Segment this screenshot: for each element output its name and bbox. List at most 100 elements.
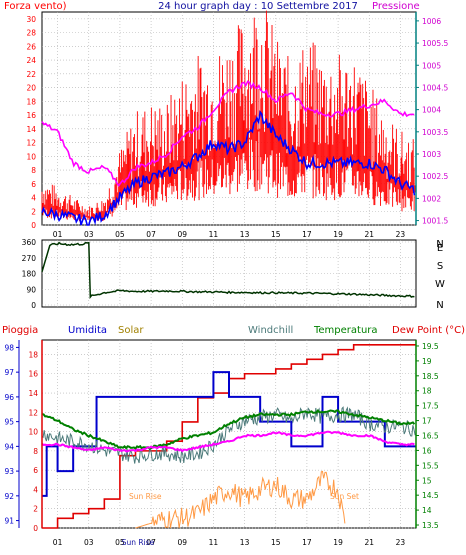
sunrise-axis-label: Sun Rise — [122, 538, 155, 547]
temperature-y-tick: 16 — [422, 446, 432, 455]
humidity-y-tick: 91 — [4, 517, 14, 526]
bottom-x-tick: 09 — [177, 538, 187, 547]
humidity-y-tick: 97 — [4, 368, 14, 377]
direction-panel-marks — [41, 241, 415, 300]
wind-y-tick: 20 — [26, 84, 36, 93]
compass-label: N — [436, 300, 443, 311]
wind-x-tick: 03 — [84, 230, 94, 239]
legend-entry: Pioggia — [2, 325, 38, 336]
direction-panel-grid — [42, 240, 416, 307]
pressure-y-tick: 1006 — [422, 17, 441, 26]
wind-y-tick: 8 — [31, 166, 36, 175]
wind-x-tick: 21 — [364, 230, 374, 239]
wind-y-tick: 2 — [31, 207, 36, 216]
legend-entry: Temperatura — [313, 325, 378, 336]
rain-y-tick: 18 — [28, 350, 38, 359]
wind-axis-label: Forza vento) — [4, 1, 67, 12]
wind-x-tick: 17 — [302, 230, 312, 239]
rain-y-tick: 4 — [33, 485, 38, 494]
wind-y-tick: 6 — [31, 180, 36, 189]
pressure-y-tick: 1004 — [422, 106, 441, 115]
bottom-x-tick: 19 — [333, 538, 343, 547]
wind-y-tick: 18 — [26, 97, 36, 106]
bottom-x-tick: 05 — [115, 538, 125, 547]
temperature-y-tick: 15.5 — [422, 461, 439, 470]
temperature-series-line — [41, 409, 416, 450]
direction-y-tick: 180 — [22, 270, 37, 279]
rain-y-tick: 8 — [33, 447, 38, 456]
wind-y-tick: 22 — [26, 70, 36, 79]
wind-x-tick: 23 — [396, 230, 406, 239]
rain-y-tick: 6 — [33, 466, 38, 475]
pressure-y-tick: 1003.5 — [422, 128, 448, 137]
pressure-y-tick: 1002 — [422, 194, 441, 203]
bottom-x-tick: 07 — [146, 538, 156, 547]
wind-x-tick: 01 — [53, 230, 63, 239]
rain-y-tick: 0 — [33, 524, 38, 533]
gust-series-line — [41, 110, 416, 226]
humidity-panel-frame — [41, 339, 417, 529]
solar-series-line — [135, 470, 346, 529]
legend-entry: Umidita — [68, 325, 107, 336]
temperature-y-tick: 16.5 — [422, 431, 439, 440]
windchill-series-line — [41, 406, 416, 464]
direction-series-line — [41, 241, 415, 300]
wind-x-tick: 13 — [240, 230, 250, 239]
wind-x-tick: 11 — [209, 230, 219, 239]
pressure-y-tick: 1002.5 — [422, 172, 448, 181]
pressure-y-tick: 1003 — [422, 150, 441, 159]
pressure-axis-label: Pressione — [372, 1, 420, 12]
bottom-legend: Pioggia Umidita Solar Windchill Temperatura D… — [2, 325, 465, 336]
humidity-y-tick: 95 — [4, 418, 14, 427]
direction-y-tick: 270 — [22, 254, 37, 263]
wind-y-tick: 10 — [26, 152, 36, 161]
rain-y-tick: 10 — [28, 428, 38, 437]
rain-y-tick: 14 — [28, 389, 38, 398]
temperature-y-tick: 18 — [422, 387, 432, 396]
wind-y-tick: 30 — [26, 15, 36, 24]
wind-x-tick: 07 — [146, 230, 156, 239]
temperature-y-tick: 15 — [422, 476, 432, 485]
wind-y-tick: 4 — [31, 194, 36, 203]
rain-y-tick: 12 — [28, 408, 38, 417]
rain-y-tick: 2 — [33, 505, 38, 514]
chart-title: 24 hour graph day : 10 Settembre 2017 — [158, 1, 358, 12]
direction-y-tick: 90 — [26, 285, 36, 294]
bottom-x-tick: 13 — [240, 538, 250, 547]
wind-y-tick: 12 — [26, 139, 36, 148]
dewpoint-series-line — [41, 430, 415, 453]
humidity-y-tick: 93 — [4, 467, 14, 476]
wind-y-tick: 0 — [31, 221, 36, 230]
bottom-x-tick: 23 — [396, 538, 406, 547]
compass-label: E — [437, 243, 443, 254]
temperature-y-tick: 19.5 — [422, 342, 439, 351]
bottom-panel-axes: 01 03 05 07 09 11 13 15 17 19 21 23 Sun Rise 91 92 93 94… — [4, 340, 439, 547]
humidity-y-tick: 96 — [4, 393, 14, 402]
temperature-y-tick: 17.5 — [422, 402, 439, 411]
bottom-x-tick: 21 — [364, 538, 374, 547]
wind-y-tick: 24 — [26, 56, 36, 65]
temperature-y-tick: 18.5 — [422, 372, 439, 381]
compass-label: N — [436, 239, 443, 250]
sunset-annotation: Sun Set — [330, 492, 359, 501]
temperature-y-tick: 13.5 — [422, 521, 439, 530]
bottom-x-tick: 03 — [84, 538, 94, 547]
pressure-y-tick: 1001.5 — [422, 217, 448, 226]
pressure-series-line — [41, 80, 415, 188]
compass-label: S — [437, 261, 443, 272]
humidity-y-tick: 92 — [4, 492, 14, 501]
pressure-y-tick: 1004.5 — [422, 83, 448, 92]
temperature-y-tick: 19 — [422, 357, 432, 366]
rain-y-tick: 16 — [28, 370, 38, 379]
direction-y-tick: 0 — [31, 301, 36, 310]
humidity-y-tick: 98 — [4, 343, 14, 352]
bottom-x-tick: 11 — [209, 538, 219, 547]
legend-entry: Solar — [118, 325, 144, 336]
wind-x-tick: 09 — [177, 230, 187, 239]
legend-entry: Dew Point (°C) — [392, 325, 465, 336]
wind-y-tick: 16 — [26, 111, 36, 120]
wind-y-tick: 26 — [26, 42, 36, 51]
wind-x-tick: 15 — [271, 230, 281, 239]
